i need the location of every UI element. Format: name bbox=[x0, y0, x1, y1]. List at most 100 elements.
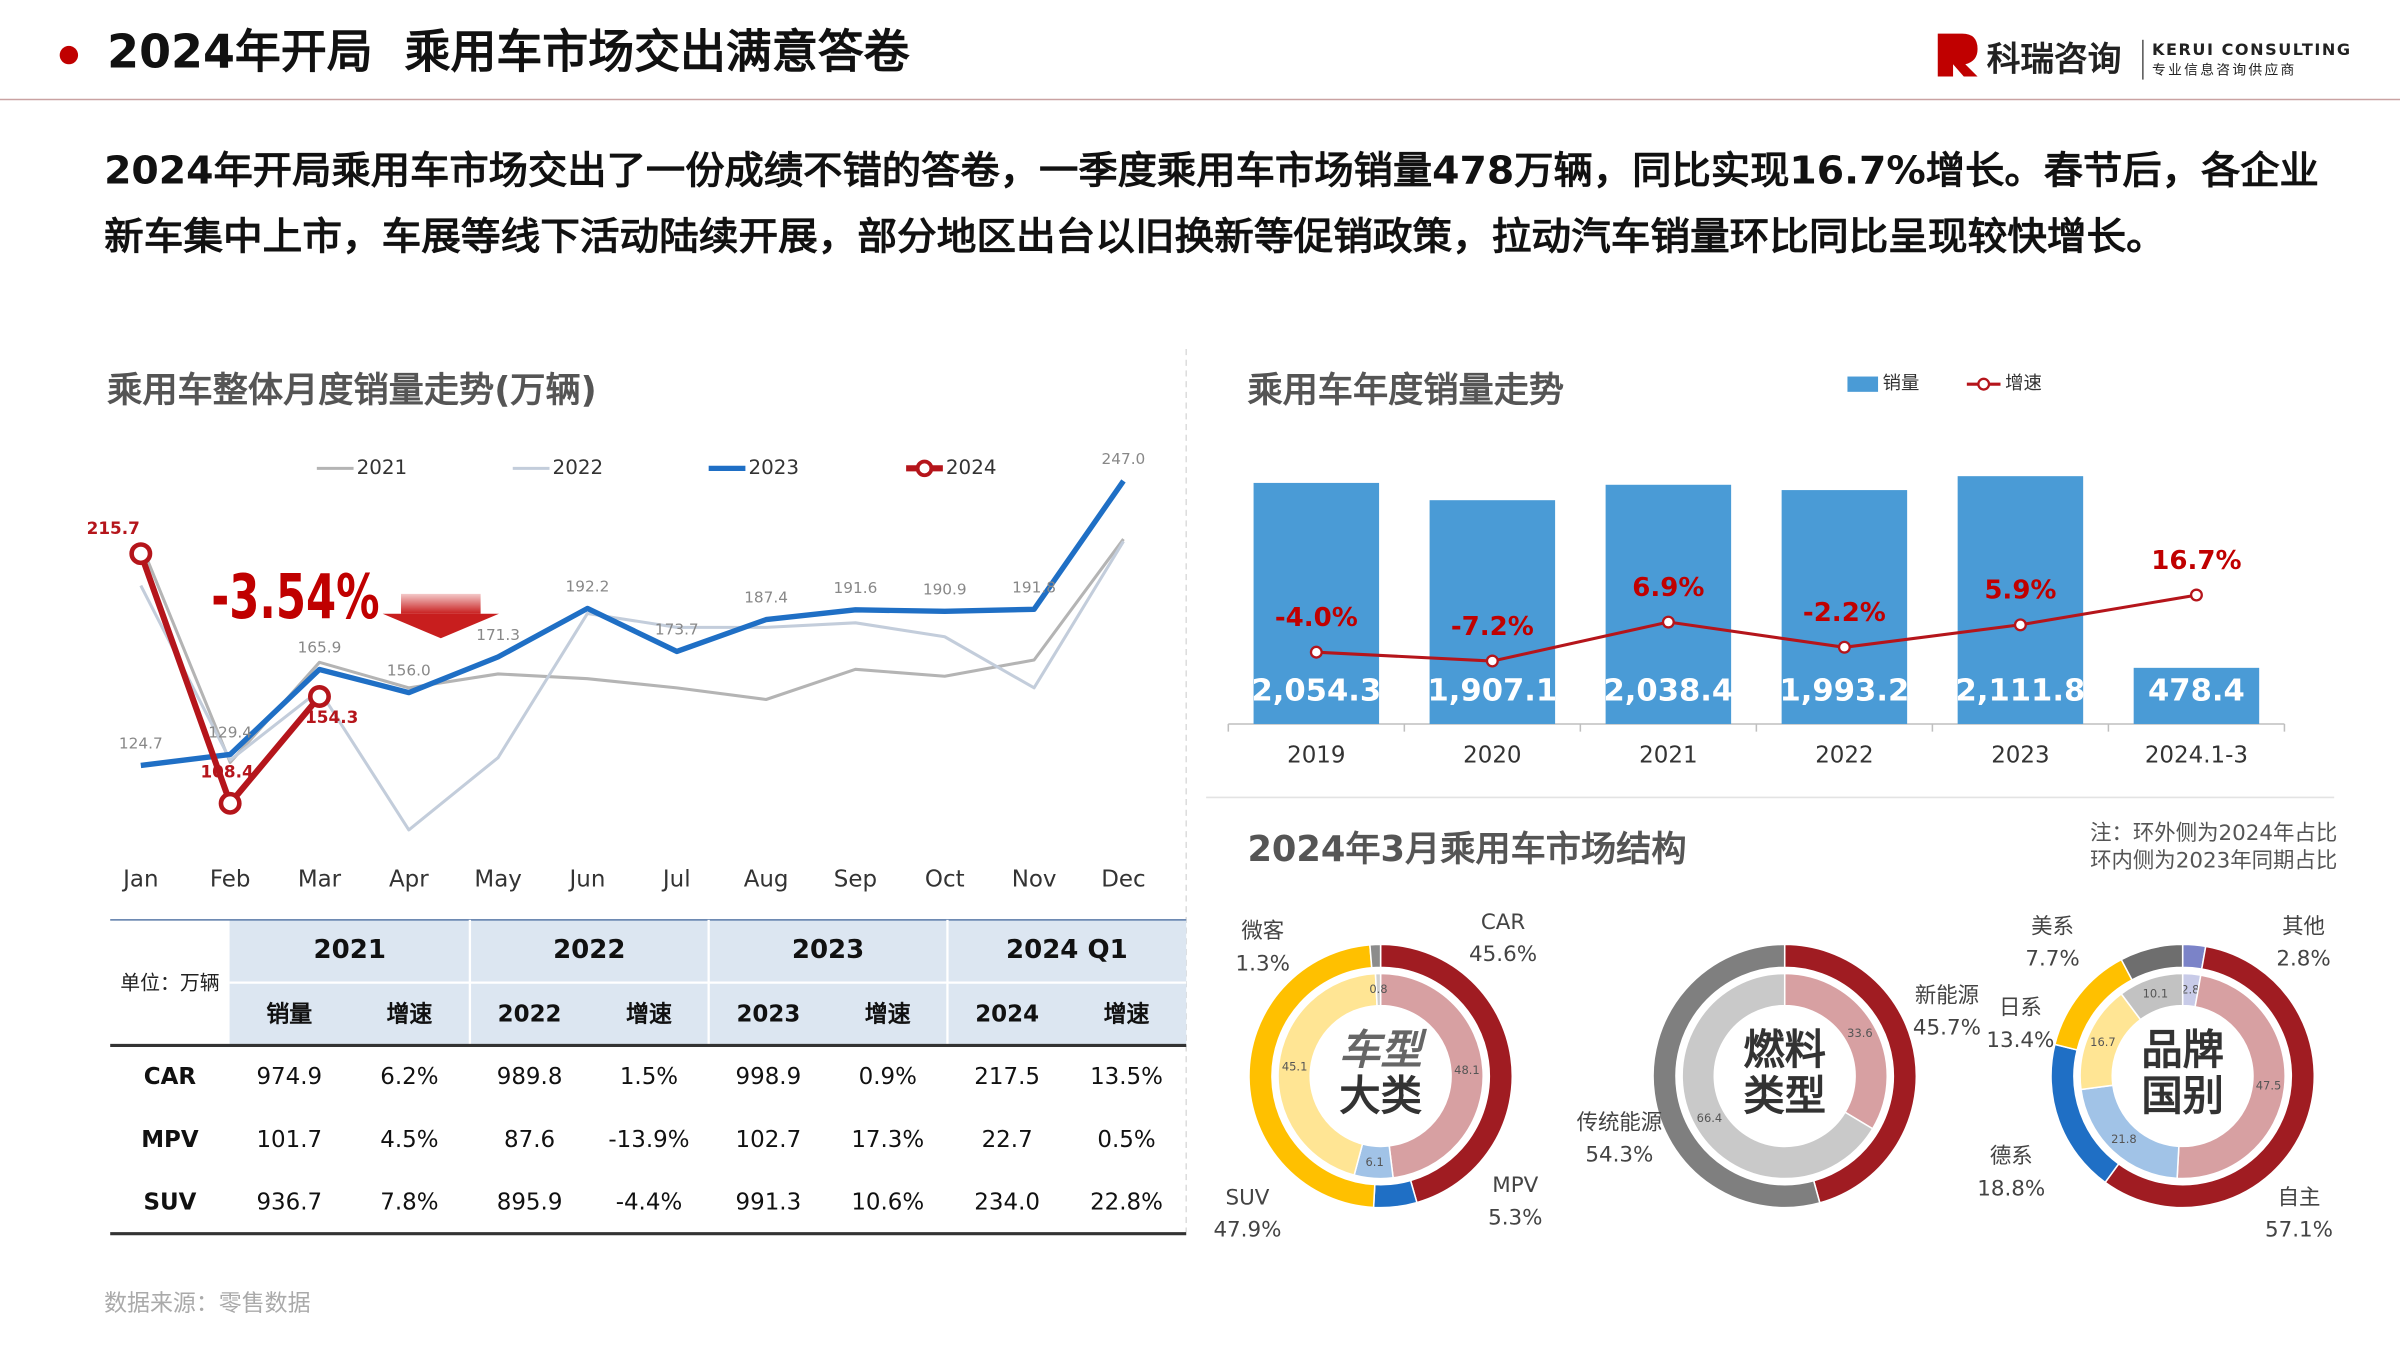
legend-marker bbox=[1977, 377, 1991, 391]
bar-label: 1,993.2 bbox=[1780, 673, 1910, 708]
bar-label: 1,907.1 bbox=[1427, 673, 1557, 708]
chart-title: 2024年3月乘用车市场结构 bbox=[1247, 829, 1686, 870]
series-line bbox=[139, 538, 1125, 764]
inner-ring-segment bbox=[1277, 972, 1378, 1177]
bar bbox=[1957, 476, 2084, 724]
decline-arrow bbox=[382, 593, 499, 639]
growth-label: -4.0% bbox=[1275, 603, 1358, 633]
table-cell: 87.6 bbox=[504, 1127, 555, 1153]
note: 注：环外侧为2024年占比 bbox=[2090, 821, 2337, 846]
segment-name: MPV bbox=[1492, 1173, 1538, 1198]
segment-value: 47.9% bbox=[1213, 1218, 1281, 1243]
table-subheader: 2024 bbox=[975, 1001, 1039, 1027]
logo: 科瑞咨询 KERUI CONSULTING 专业信息咨询供应商 bbox=[1937, 33, 2350, 80]
annotation: -3.54% bbox=[211, 562, 379, 633]
page-title: 2024年开局 乘用车市场交出满意答卷 bbox=[107, 25, 911, 79]
table-row-label: SUV bbox=[143, 1190, 196, 1216]
intro-line: 新车集中上市，车展等线下活动陆续开展，部分地区出台以旧换新等促销政策，拉动汽车销… bbox=[104, 214, 2166, 259]
table-cell: 1.5% bbox=[620, 1064, 678, 1090]
segment-name: 德系 bbox=[1990, 1144, 2033, 1169]
segment-name: 传统能源 bbox=[1577, 1110, 1663, 1135]
x-tick-label: Jan bbox=[121, 867, 158, 893]
segment-value: 54.3% bbox=[1585, 1143, 1653, 1168]
table-cell: 989.8 bbox=[497, 1064, 563, 1090]
x-tick-label: Jul bbox=[661, 867, 691, 893]
segment-value: 57.1% bbox=[2265, 1218, 2333, 1243]
table-cell: 234.0 bbox=[974, 1190, 1040, 1216]
table-cell: 22.7 bbox=[982, 1127, 1033, 1153]
data-label: 247.0 bbox=[1102, 450, 1146, 468]
x-tick-label: 2022 bbox=[1815, 743, 1873, 769]
table-cell: 6.2% bbox=[380, 1064, 438, 1090]
table-cell: 974.9 bbox=[256, 1064, 322, 1090]
point bbox=[307, 685, 331, 709]
segment-name: 微客 bbox=[1241, 919, 1284, 944]
arrow-head bbox=[382, 613, 499, 639]
center-label: 国别 bbox=[2141, 1072, 2224, 1120]
x-tick-label: 2021 bbox=[1639, 743, 1697, 769]
growth-point bbox=[2189, 588, 2203, 602]
table-cell: 17.3% bbox=[851, 1127, 924, 1153]
segment-value: 5.3% bbox=[1488, 1205, 1542, 1230]
segment-name: 日系 bbox=[1999, 996, 2042, 1021]
table-cell: 991.3 bbox=[736, 1190, 802, 1216]
table-group-header: 2023 bbox=[792, 935, 864, 965]
segment-name: 美系 bbox=[2031, 915, 2074, 940]
table-subheader: 2023 bbox=[736, 1001, 800, 1027]
chart-title: 乘用车整体月度销量走势(万辆) bbox=[107, 370, 597, 411]
outer-ring-segment bbox=[2104, 945, 2315, 1209]
data-label: 171.3 bbox=[476, 626, 520, 644]
note: 环内侧为2023年同期占比 bbox=[2090, 849, 2337, 874]
growth-point bbox=[1837, 640, 1851, 654]
table-cell: -13.9% bbox=[608, 1127, 689, 1153]
table-subheader: 增速 bbox=[386, 1000, 432, 1027]
source: 数据来源：零售数据 bbox=[104, 1291, 310, 1317]
table-subheader: 增速 bbox=[1104, 1000, 1150, 1027]
center-label: 品牌 bbox=[2141, 1026, 2224, 1074]
growth-point bbox=[1485, 654, 1499, 668]
table-cell: 998.9 bbox=[736, 1064, 802, 1090]
series-line bbox=[140, 479, 1126, 769]
x-tick-label: Feb bbox=[210, 867, 251, 893]
table-subheader: 增速 bbox=[865, 1000, 911, 1027]
data-label: 192.2 bbox=[566, 577, 610, 595]
segment-name: 自主 bbox=[2278, 1185, 2321, 1210]
data-label: 191.8 bbox=[1012, 578, 1056, 596]
table-unit: 单位：万辆 bbox=[120, 972, 219, 995]
legend-marker bbox=[915, 459, 934, 478]
bar bbox=[1429, 500, 1556, 724]
x-tick-label: 2023 bbox=[1991, 743, 2049, 769]
table-row-label: MPV bbox=[141, 1127, 199, 1153]
table-subheader: 销量 bbox=[266, 1001, 312, 1027]
table-cell: 0.9% bbox=[859, 1064, 917, 1090]
table-cell: 22.8% bbox=[1090, 1190, 1163, 1216]
center-label: 大类 bbox=[1339, 1072, 1422, 1120]
x-tick-label: Nov bbox=[1012, 867, 1057, 893]
table-cell: -4.4% bbox=[616, 1190, 683, 1216]
chart-title: 乘用车年度销量走势 bbox=[1247, 370, 1564, 411]
center-label: 燃料 bbox=[1743, 1026, 1826, 1074]
x-tick-label: Sep bbox=[834, 867, 877, 893]
table-group-header: 2024 Q1 bbox=[1006, 935, 1128, 965]
x-tick-label: May bbox=[474, 867, 521, 893]
segment-name: 新能源 bbox=[1915, 983, 1979, 1008]
inner-label: 48.1 bbox=[1454, 1063, 1480, 1077]
segment-name: 其他 bbox=[2282, 915, 2325, 940]
legend-swatch bbox=[1847, 376, 1879, 392]
growth-label: 6.9% bbox=[1632, 573, 1704, 603]
inner-label: 2.8 bbox=[2181, 982, 2199, 996]
inner-label: 16.7 bbox=[2090, 1035, 2116, 1049]
segment-value: 7.7% bbox=[2025, 947, 2079, 972]
table-cell: 102.7 bbox=[736, 1127, 802, 1153]
inner-label: 47.5 bbox=[2256, 1079, 2282, 1093]
growth-label: -7.2% bbox=[1451, 612, 1534, 642]
data-label: 215.7 bbox=[87, 518, 140, 538]
title-bullet bbox=[59, 45, 79, 65]
logo-mark bbox=[1937, 33, 1978, 77]
x-tick-label: Jun bbox=[568, 867, 606, 893]
outer-ring-segment bbox=[2120, 943, 2184, 981]
x-tick-label: 2019 bbox=[1287, 743, 1345, 769]
segment-value: 13.4% bbox=[1986, 1028, 2054, 1053]
table-row-label: CAR bbox=[144, 1064, 197, 1090]
